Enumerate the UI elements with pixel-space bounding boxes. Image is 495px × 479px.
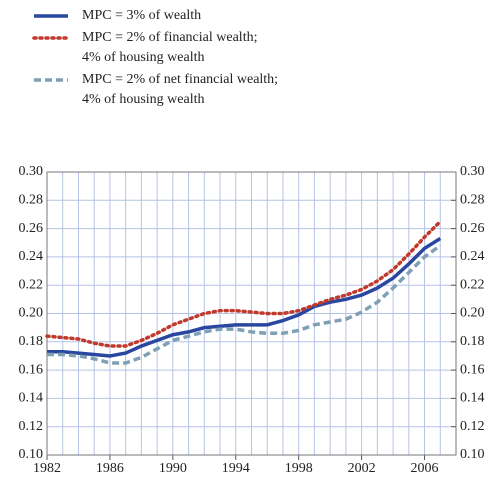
legend-swatch [32, 36, 70, 40]
legend-label: MPC = 2% of net financial wealth; 4% of … [82, 72, 279, 107]
y-tick-label: 0.30 [19, 164, 44, 179]
y2-tick-label: 0.24 [460, 249, 485, 264]
plot-border [46, 171, 457, 456]
x-tick-label: 1998 [285, 461, 313, 476]
x-tick-label: 1986 [96, 461, 124, 476]
y-tick-label: 0.28 [19, 193, 44, 208]
y2-tick-label: 0.26 [460, 221, 485, 236]
x-tick-label: 1990 [159, 461, 187, 476]
y2-tick-label: 0.12 [460, 419, 485, 434]
series-line [45, 219, 443, 348]
x-tick-label: 1982 [33, 461, 61, 476]
legend-entry: MPC = 2% of financial wealth; 4% of hous… [30, 28, 278, 68]
y2-tick-label: 0.20 [460, 306, 485, 321]
x-tick-label: 2002 [348, 461, 376, 476]
y2-tick-label: 0.18 [460, 334, 485, 349]
legend-label: MPC = 2% of financial wealth; 4% of hous… [82, 30, 258, 65]
y-tick-label: 0.18 [19, 334, 44, 349]
y-tick-label: 0.12 [19, 419, 44, 434]
legend: MPC = 3% of wealth MPC = 2% of financial … [30, 6, 278, 112]
legend-swatch [34, 78, 68, 82]
y-tick-label: 0.10 [19, 447, 44, 462]
y2-tick-label: 0.14 [460, 391, 485, 406]
legend-label: MPC = 3% of wealth [82, 8, 202, 23]
y2-tick-label: 0.16 [460, 362, 485, 377]
y-tick-label: 0.14 [19, 391, 44, 406]
y-tick-label: 0.22 [19, 277, 44, 292]
x-tick-label: 1994 [222, 461, 250, 476]
legend-swatch [34, 14, 68, 18]
y2-tick-label: 0.22 [460, 277, 485, 292]
series-line [47, 237, 442, 358]
y-tick-label: 0.24 [19, 249, 44, 264]
legend-entry: MPC = 3% of wealth [30, 6, 278, 26]
y2-tick-label: 0.30 [460, 164, 485, 179]
x-tick-label: 2006 [411, 461, 439, 476]
series-line [47, 244, 442, 365]
y2-tick-label: 0.28 [460, 193, 485, 208]
y-tick-label: 0.16 [19, 362, 44, 377]
y2-tick-label: 0.10 [460, 447, 485, 462]
y-tick-label: 0.20 [19, 306, 44, 321]
legend-entry: MPC = 2% of net financial wealth; 4% of … [30, 70, 278, 110]
y-tick-label: 0.26 [19, 221, 44, 236]
